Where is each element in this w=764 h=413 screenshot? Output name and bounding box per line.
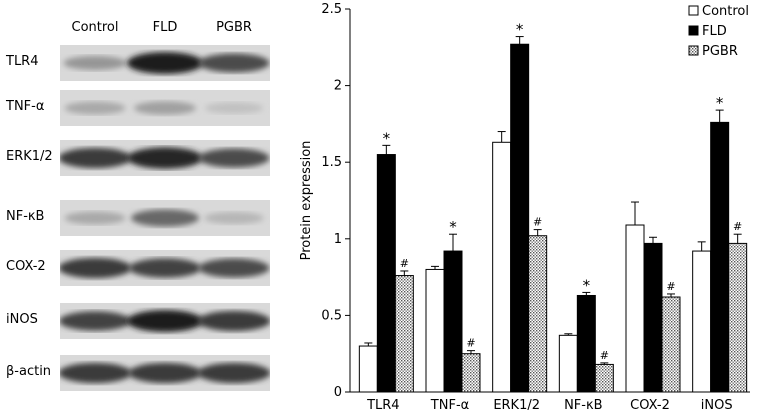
- bar-fld: [443, 250, 463, 393]
- blot-strip: [60, 355, 270, 391]
- blot-strip: [60, 250, 270, 286]
- y-tick-label: 1.5: [321, 155, 342, 170]
- bar-fld: [510, 43, 530, 393]
- y-tick-label: 2.5: [321, 2, 342, 17]
- blot-band: [127, 147, 203, 169]
- y-tick-label: 0: [334, 385, 342, 400]
- x-tick-label: TLR4: [366, 398, 400, 413]
- legend-swatch: [688, 25, 699, 36]
- significance-mark: #: [400, 257, 409, 270]
- significance-mark: #: [733, 220, 742, 233]
- bar-pgbr: [461, 353, 481, 393]
- bar-pgbr: [594, 363, 614, 393]
- blot-band: [60, 257, 132, 279]
- significance-mark: *: [449, 218, 457, 236]
- blot-band: [198, 53, 270, 73]
- blot-strip: [60, 303, 270, 339]
- bar-pgbr: [728, 242, 748, 393]
- x-tick-label: COX-2: [630, 398, 670, 413]
- blot-band: [128, 362, 202, 384]
- blot-band: [64, 101, 126, 115]
- bar-fld: [376, 154, 396, 393]
- blot-band: [64, 211, 126, 225]
- blot-label: ERK1/2: [6, 149, 53, 164]
- significance-mark: #: [533, 216, 542, 229]
- significance-mark: #: [466, 337, 475, 350]
- bar-control: [692, 250, 712, 393]
- blot-strip: [60, 140, 270, 176]
- bar-pgbr: [394, 275, 414, 393]
- protein-expression-bar-chart: 0 0.5 1 1.5 2 2.5 Protein expression * # TLR4 * # TN…: [299, 2, 750, 413]
- lane-label-fld: FLD: [152, 20, 178, 35]
- blot-label: NF-κB: [6, 209, 45, 224]
- bar-control: [558, 334, 578, 393]
- blot-label: COX-2: [6, 259, 46, 274]
- legend-swatch: [688, 45, 699, 56]
- blot-band: [204, 102, 264, 114]
- bar-control: [425, 268, 445, 393]
- blot-strip: [60, 200, 270, 236]
- blot-band: [134, 101, 196, 115]
- x-tick-label: ERK1/2: [493, 398, 540, 413]
- bar-control: [358, 345, 378, 393]
- legend-entry: FLD: [702, 24, 727, 39]
- significance-mark: #: [666, 280, 675, 293]
- significance-mark: *: [583, 276, 591, 294]
- bar-fld: [643, 242, 663, 393]
- blot-strip: [60, 45, 270, 81]
- blot-band: [60, 362, 132, 384]
- blot-band: [204, 211, 264, 225]
- significance-mark: *: [516, 21, 524, 39]
- blot-strip: [60, 90, 270, 126]
- bar-pgbr: [528, 235, 548, 393]
- x-tick-label: NF-κB: [564, 398, 602, 413]
- blot-label: TLR4: [6, 54, 39, 69]
- western-blot-panel: Control FLD PGBR TLR4 TNF-α ERK1/2 NF-κB COX-2 i…: [0, 0, 290, 413]
- blot-band: [60, 147, 132, 169]
- bar-control: [625, 224, 645, 393]
- y-axis-label: Protein expression: [299, 141, 314, 261]
- significance-mark: *: [383, 129, 391, 147]
- y-tick-label: 0.5: [321, 308, 342, 323]
- y-tick-label: 1: [334, 232, 342, 247]
- bar-control: [492, 141, 512, 393]
- blot-band: [131, 209, 199, 227]
- lane-label-control: Control: [71, 20, 119, 35]
- blot-label: TNF-α: [6, 99, 45, 114]
- significance-mark: #: [600, 349, 609, 362]
- blot-band: [198, 148, 270, 168]
- blot-band: [60, 311, 131, 331]
- blot-label: β-actin: [6, 364, 52, 379]
- legend-entry: PGBR: [702, 44, 738, 59]
- bar-fld: [576, 294, 596, 393]
- legend-entry: Control: [702, 4, 749, 19]
- bar-pgbr: [661, 296, 681, 393]
- blot-band: [198, 258, 270, 278]
- lane-label-pgbr: PGBR: [216, 20, 252, 35]
- x-tick-label: iNOS: [701, 398, 733, 413]
- x-tick-label: TNF-α: [430, 398, 469, 413]
- blot-band: [63, 55, 127, 71]
- blot-band: [127, 52, 203, 74]
- blot-band: [127, 310, 203, 332]
- blot-band: [129, 258, 201, 278]
- significance-mark: *: [716, 94, 724, 112]
- blot-band: [197, 310, 270, 332]
- legend-swatch: [688, 5, 699, 16]
- y-tick-label: 2: [334, 79, 342, 94]
- bar-fld: [710, 121, 730, 393]
- blot-label: iNOS: [6, 312, 38, 327]
- blot-band: [197, 362, 270, 384]
